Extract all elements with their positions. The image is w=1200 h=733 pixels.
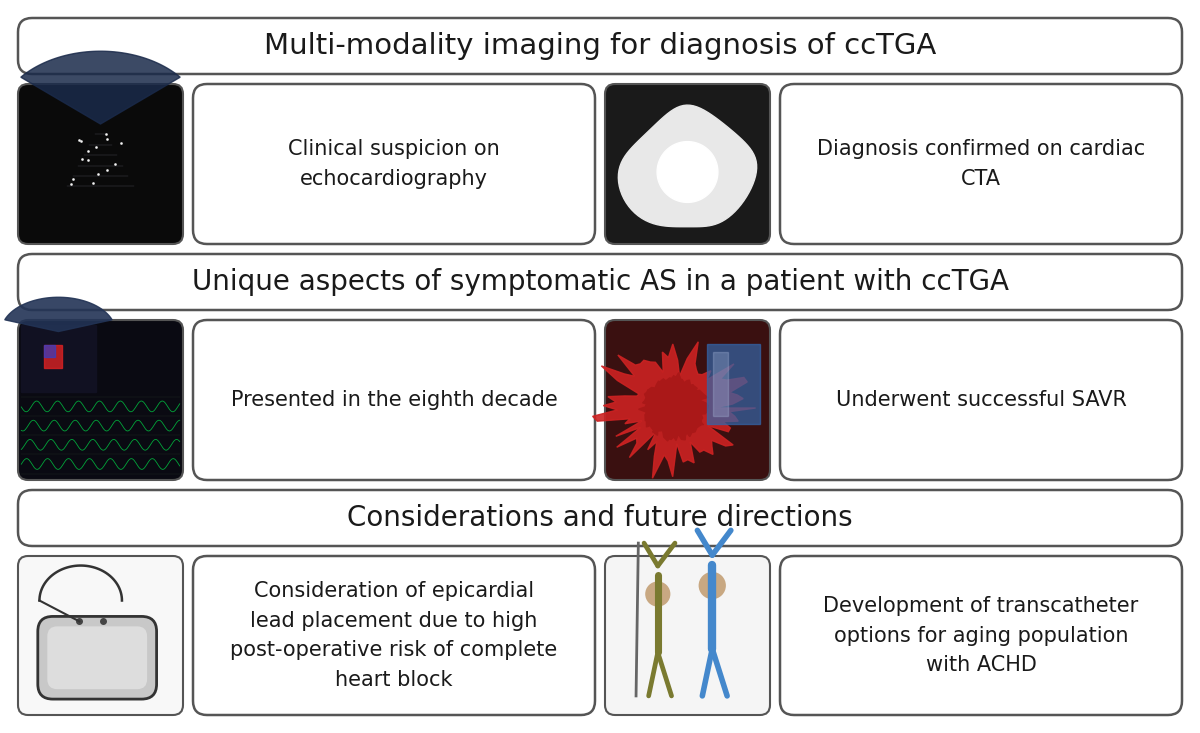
Polygon shape bbox=[22, 325, 96, 392]
Text: Underwent successful SAVR: Underwent successful SAVR bbox=[835, 390, 1127, 410]
Text: Clinical suspicion on
echocardiography: Clinical suspicion on echocardiography bbox=[288, 139, 500, 189]
FancyBboxPatch shape bbox=[18, 490, 1182, 546]
FancyBboxPatch shape bbox=[47, 626, 148, 689]
FancyBboxPatch shape bbox=[18, 556, 182, 715]
FancyBboxPatch shape bbox=[18, 320, 182, 480]
FancyBboxPatch shape bbox=[193, 556, 595, 715]
Text: Diagnosis confirmed on cardiac
CTA: Diagnosis confirmed on cardiac CTA bbox=[817, 139, 1145, 189]
FancyBboxPatch shape bbox=[605, 556, 770, 715]
Circle shape bbox=[698, 572, 726, 599]
Text: Unique aspects of symptomatic AS in a patient with ccTGA: Unique aspects of symptomatic AS in a pa… bbox=[192, 268, 1008, 296]
FancyBboxPatch shape bbox=[605, 84, 770, 244]
FancyBboxPatch shape bbox=[38, 616, 156, 699]
Polygon shape bbox=[638, 372, 708, 441]
FancyBboxPatch shape bbox=[18, 18, 1182, 74]
FancyBboxPatch shape bbox=[605, 320, 770, 480]
Text: Multi-modality imaging for diagnosis of ccTGA: Multi-modality imaging for diagnosis of … bbox=[264, 32, 936, 60]
FancyBboxPatch shape bbox=[193, 320, 595, 480]
Polygon shape bbox=[5, 298, 112, 331]
Text: Consideration of epicardial
lead placement due to high
post-operative risk of co: Consideration of epicardial lead placeme… bbox=[230, 581, 558, 690]
Polygon shape bbox=[658, 141, 718, 202]
Circle shape bbox=[646, 581, 671, 607]
FancyBboxPatch shape bbox=[193, 84, 595, 244]
Text: Presented in the eighth decade: Presented in the eighth decade bbox=[230, 390, 557, 410]
Text: Considerations and future directions: Considerations and future directions bbox=[347, 504, 853, 532]
Polygon shape bbox=[713, 352, 728, 416]
FancyBboxPatch shape bbox=[780, 84, 1182, 244]
Polygon shape bbox=[43, 345, 55, 357]
FancyBboxPatch shape bbox=[780, 556, 1182, 715]
FancyBboxPatch shape bbox=[780, 320, 1182, 480]
Polygon shape bbox=[43, 345, 62, 369]
Text: Development of transcatheter
options for aging population
with ACHD: Development of transcatheter options for… bbox=[823, 596, 1139, 675]
Polygon shape bbox=[707, 344, 760, 424]
FancyBboxPatch shape bbox=[18, 84, 182, 244]
FancyBboxPatch shape bbox=[18, 254, 1182, 310]
Polygon shape bbox=[618, 105, 757, 226]
Polygon shape bbox=[20, 51, 180, 124]
Polygon shape bbox=[593, 342, 756, 478]
